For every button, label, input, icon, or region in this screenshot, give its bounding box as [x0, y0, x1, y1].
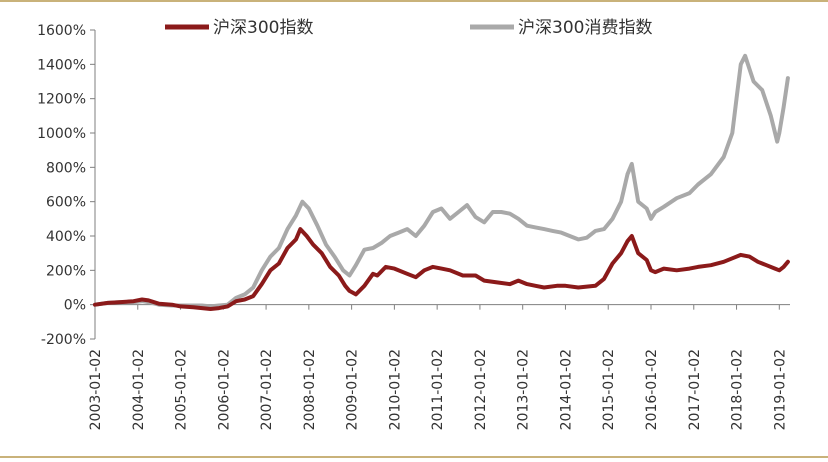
legend: 沪深300指数 沪深300消费指数 [165, 18, 652, 38]
x-tick-label: 2003-01-02 [88, 349, 104, 430]
y-tick-label: 200% [46, 263, 86, 279]
y-tick-label: 400% [46, 229, 86, 245]
x-tick-label: 2007-01-02 [259, 349, 275, 430]
legend-item-csi300-consumer: 沪深300消费指数 [470, 18, 652, 38]
x-tick-label: 2019-01-02 [772, 349, 788, 430]
x-tick-label: 2004-01-02 [131, 349, 147, 430]
series-line-csi300-consumer [93, 53, 790, 309]
y-tick-label: 1600% [37, 23, 86, 39]
legend-label: 沪深300指数 [213, 18, 313, 38]
x-tick-label: 2009-01-02 [345, 349, 361, 430]
top-rule [0, 0, 828, 2]
x-tick-label: 2005-01-02 [174, 349, 190, 430]
x-tick-label: 2008-01-02 [302, 349, 318, 430]
series-layer [93, 53, 790, 311]
y-tick-label: 1400% [37, 57, 86, 73]
x-axis: 2003-01-02 2004-01-02 2005-01-02 2006-01-02… [88, 304, 790, 430]
x-tick-label: 2010-01-02 [387, 349, 403, 430]
y-tick-label: 600% [46, 195, 86, 211]
x-tick-label: 2014-01-02 [558, 349, 574, 430]
series-line-csi300 [93, 227, 790, 311]
x-tick-label: 2016-01-02 [644, 349, 660, 430]
bottom-rule [0, 456, 828, 458]
y-axis: -200% 0% 200% 400% 600% 800% 1000% 1200% 1400% 16… [37, 23, 96, 348]
x-tick-label: 2011-01-02 [430, 349, 446, 430]
y-tick-label: 800% [46, 160, 86, 176]
x-tick-label: 2006-01-02 [216, 349, 232, 430]
x-tick-label: 2017-01-02 [687, 349, 703, 430]
x-tick-label: 2015-01-02 [601, 349, 617, 430]
y-tick-label: 1200% [37, 92, 86, 108]
legend-item-csi300: 沪深300指数 [165, 18, 313, 38]
x-tick-label: 2013-01-02 [516, 349, 532, 430]
legend-label: 沪深300消费指数 [518, 18, 652, 38]
y-tick-label: 1000% [37, 126, 86, 142]
y-tick-label: -200% [41, 332, 86, 348]
x-tick-label: 2018-01-02 [730, 349, 746, 430]
x-tick-label: 2012-01-02 [473, 349, 489, 430]
y-tick-label: 0% [64, 298, 86, 314]
